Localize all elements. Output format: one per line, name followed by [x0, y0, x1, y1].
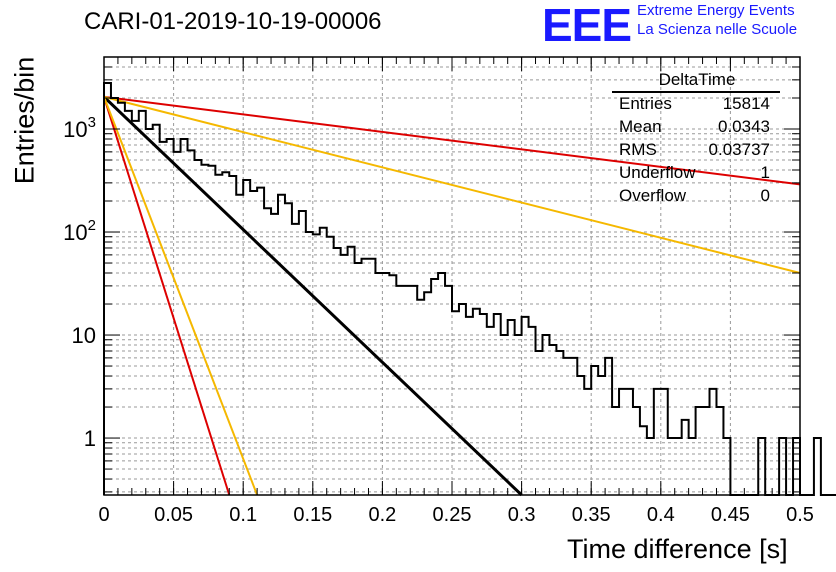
axis-ticks: 0 0.05 0.1 0.15 0.2 0.25 0.3 0.35 0.4 0.45 0.51101…: [63, 56, 814, 526]
logo-line-1: Extreme Energy Events: [637, 2, 795, 19]
histogram-outline: [103, 81, 836, 496]
stats-row-mean: Mean 0.0343: [612, 117, 782, 140]
stats-box: DeltaTime Entries 15814 Mean 0.0343 RMS …: [612, 70, 782, 209]
x-tick-label: 0.25: [433, 504, 472, 526]
stats-row-entries: Entries 15814: [612, 94, 782, 117]
fit-line: [103, 95, 801, 186]
x-tick-label: 0.3: [508, 504, 536, 526]
x-tick-label: 0.1: [229, 504, 257, 526]
eee-logo: EEE: [542, 0, 632, 51]
stats-row-underflow: Underflow 1: [612, 163, 782, 186]
x-tick-label: 0.05: [154, 504, 193, 526]
stats-key: Entries: [619, 94, 672, 113]
y-tick-label: 1: [84, 426, 96, 451]
stats-key: RMS: [619, 140, 657, 159]
stats-title: DeltaTime: [658, 70, 736, 89]
stats-underline: [612, 91, 780, 93]
stats-key: Mean: [619, 117, 662, 136]
y-axis-label: Entries/bin: [9, 56, 40, 185]
x-tick-label: 0.35: [572, 504, 611, 526]
grid-lines: [103, 56, 801, 495]
y-tick-label: 10: [72, 323, 96, 348]
stats-value: 0.03737: [708, 140, 770, 159]
x-tick-label: 0.4: [647, 504, 675, 526]
histogram: [103, 81, 836, 496]
stats-row-overflow: Overflow 0: [612, 186, 782, 209]
fit-line: [103, 96, 259, 496]
stats-value: 0: [760, 186, 770, 205]
stats-key: Overflow: [619, 186, 687, 205]
fit-line: [102, 95, 523, 497]
x-tick-label: 0: [98, 504, 109, 526]
x-axis-label: Time difference [s]: [567, 534, 788, 564]
logo-line-2: La Scienza nelle Scuole: [637, 21, 798, 38]
y-tick-label: 103: [63, 114, 96, 142]
stats-value: 0.0343: [718, 117, 770, 136]
x-tick-label: 0.2: [368, 504, 396, 526]
fit-line: [103, 96, 231, 496]
x-tick-label: 0.15: [293, 504, 332, 526]
chart-title: CARI-01-2019-10-19-00006: [84, 8, 382, 35]
x-tick-label: 0.45: [711, 504, 750, 526]
stats-row-rms: RMS 0.03737: [612, 140, 782, 163]
y-tick-label: 102: [63, 217, 96, 245]
x-tick-label: 0.5: [786, 504, 814, 526]
fit-line: [103, 95, 801, 274]
fit-curves: [102, 95, 801, 497]
stats-key: Underflow: [619, 163, 696, 182]
stats-value: 1: [760, 163, 770, 182]
stats-value: 15814: [722, 94, 770, 113]
